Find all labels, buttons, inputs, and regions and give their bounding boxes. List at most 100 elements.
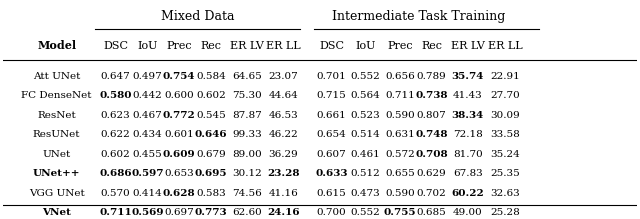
Text: 81.70: 81.70 bbox=[453, 150, 483, 159]
Text: IoU: IoU bbox=[355, 41, 376, 51]
Text: 64.65: 64.65 bbox=[232, 72, 262, 81]
Text: 0.695: 0.695 bbox=[195, 169, 227, 178]
Text: 0.654: 0.654 bbox=[317, 130, 346, 139]
Text: 0.584: 0.584 bbox=[196, 72, 226, 81]
Text: 89.00: 89.00 bbox=[232, 150, 262, 159]
Text: 0.569: 0.569 bbox=[131, 208, 164, 217]
Text: 0.583: 0.583 bbox=[196, 189, 226, 198]
Text: 0.622: 0.622 bbox=[101, 130, 131, 139]
Text: 75.30: 75.30 bbox=[232, 91, 262, 101]
Text: 27.70: 27.70 bbox=[490, 91, 520, 101]
Text: 0.629: 0.629 bbox=[417, 169, 447, 178]
Text: FC DenseNet: FC DenseNet bbox=[22, 91, 92, 101]
Text: Prec: Prec bbox=[387, 41, 413, 51]
Text: 0.807: 0.807 bbox=[417, 111, 447, 120]
Text: 0.755: 0.755 bbox=[384, 208, 416, 217]
Text: ER LL: ER LL bbox=[266, 41, 301, 51]
Text: 0.697: 0.697 bbox=[164, 208, 194, 217]
Text: ER LV: ER LV bbox=[451, 41, 484, 51]
Text: UNet: UNet bbox=[43, 150, 71, 159]
Text: 36.29: 36.29 bbox=[268, 150, 298, 159]
Text: 0.647: 0.647 bbox=[101, 72, 131, 81]
Text: 35.74: 35.74 bbox=[452, 72, 484, 81]
Text: 32.63: 32.63 bbox=[490, 189, 520, 198]
Text: 0.514: 0.514 bbox=[351, 130, 381, 139]
Text: 25.28: 25.28 bbox=[490, 208, 520, 217]
Text: 46.22: 46.22 bbox=[268, 130, 298, 139]
Text: 0.512: 0.512 bbox=[351, 169, 381, 178]
Text: 0.442: 0.442 bbox=[132, 91, 163, 101]
Text: 0.552: 0.552 bbox=[351, 208, 381, 217]
Text: Rec: Rec bbox=[200, 41, 221, 51]
Text: 24.16: 24.16 bbox=[267, 208, 300, 217]
Text: 0.686: 0.686 bbox=[99, 169, 132, 178]
Text: ResNet: ResNet bbox=[37, 111, 76, 120]
Text: 0.711: 0.711 bbox=[385, 91, 415, 101]
Text: 0.646: 0.646 bbox=[195, 130, 227, 139]
Text: 22.91: 22.91 bbox=[490, 72, 520, 81]
Text: 0.597: 0.597 bbox=[131, 169, 164, 178]
Text: 0.711: 0.711 bbox=[99, 208, 132, 217]
Text: 41.43: 41.43 bbox=[453, 91, 483, 101]
Text: 38.34: 38.34 bbox=[452, 111, 484, 120]
Text: DSC: DSC bbox=[103, 41, 128, 51]
Text: 0.633: 0.633 bbox=[315, 169, 348, 178]
Text: Mixed Data: Mixed Data bbox=[161, 10, 235, 23]
Text: 0.602: 0.602 bbox=[196, 91, 226, 101]
Text: 0.701: 0.701 bbox=[317, 72, 346, 81]
Text: 0.661: 0.661 bbox=[317, 111, 346, 120]
Text: 62.60: 62.60 bbox=[232, 208, 262, 217]
Text: 0.700: 0.700 bbox=[317, 208, 346, 217]
Text: 35.24: 35.24 bbox=[490, 150, 520, 159]
Text: 49.00: 49.00 bbox=[453, 208, 483, 217]
Text: 0.623: 0.623 bbox=[101, 111, 131, 120]
Text: 67.83: 67.83 bbox=[453, 169, 483, 178]
Text: Att UNet: Att UNet bbox=[33, 72, 81, 81]
Text: 0.715: 0.715 bbox=[317, 91, 346, 101]
Text: 0.679: 0.679 bbox=[196, 150, 226, 159]
Text: 25.35: 25.35 bbox=[490, 169, 520, 178]
Text: 0.615: 0.615 bbox=[317, 189, 346, 198]
Text: 0.702: 0.702 bbox=[417, 189, 447, 198]
Text: 0.523: 0.523 bbox=[351, 111, 381, 120]
Text: 23.28: 23.28 bbox=[267, 169, 300, 178]
Text: UNet++: UNet++ bbox=[33, 169, 81, 178]
Text: 41.16: 41.16 bbox=[268, 189, 298, 198]
Text: 0.473: 0.473 bbox=[351, 189, 381, 198]
Text: ResUNet: ResUNet bbox=[33, 130, 81, 139]
Text: 99.33: 99.33 bbox=[232, 130, 262, 139]
Text: 23.07: 23.07 bbox=[268, 72, 298, 81]
Text: 30.09: 30.09 bbox=[490, 111, 520, 120]
Text: 0.600: 0.600 bbox=[164, 91, 194, 101]
Text: 0.564: 0.564 bbox=[351, 91, 381, 101]
Text: 0.580: 0.580 bbox=[99, 91, 132, 101]
Text: Rec: Rec bbox=[421, 41, 442, 51]
Text: 0.434: 0.434 bbox=[132, 130, 163, 139]
Text: 0.653: 0.653 bbox=[164, 169, 194, 178]
Text: 0.685: 0.685 bbox=[417, 208, 447, 217]
Text: IoU: IoU bbox=[137, 41, 157, 51]
Text: 0.789: 0.789 bbox=[417, 72, 447, 81]
Text: Intermediate Task Training: Intermediate Task Training bbox=[332, 10, 505, 23]
Text: 0.754: 0.754 bbox=[163, 72, 195, 81]
Text: 0.738: 0.738 bbox=[415, 91, 448, 101]
Text: 0.467: 0.467 bbox=[132, 111, 163, 120]
Text: 0.572: 0.572 bbox=[385, 150, 415, 159]
Text: 0.656: 0.656 bbox=[385, 72, 415, 81]
Text: 30.12: 30.12 bbox=[232, 169, 262, 178]
Text: Model: Model bbox=[37, 40, 76, 51]
Text: 87.87: 87.87 bbox=[232, 111, 262, 120]
Text: VNet: VNet bbox=[42, 208, 71, 217]
Text: 60.22: 60.22 bbox=[451, 189, 484, 198]
Text: Prec: Prec bbox=[166, 41, 192, 51]
Text: 0.545: 0.545 bbox=[196, 111, 226, 120]
Text: 0.552: 0.552 bbox=[351, 72, 381, 81]
Text: ER LL: ER LL bbox=[488, 41, 523, 51]
Text: 0.609: 0.609 bbox=[163, 150, 195, 159]
Text: ER LV: ER LV bbox=[230, 41, 264, 51]
Text: 0.628: 0.628 bbox=[163, 189, 195, 198]
Text: 46.53: 46.53 bbox=[268, 111, 298, 120]
Text: 0.773: 0.773 bbox=[195, 208, 227, 217]
Text: 72.18: 72.18 bbox=[453, 130, 483, 139]
Text: 0.570: 0.570 bbox=[101, 189, 131, 198]
